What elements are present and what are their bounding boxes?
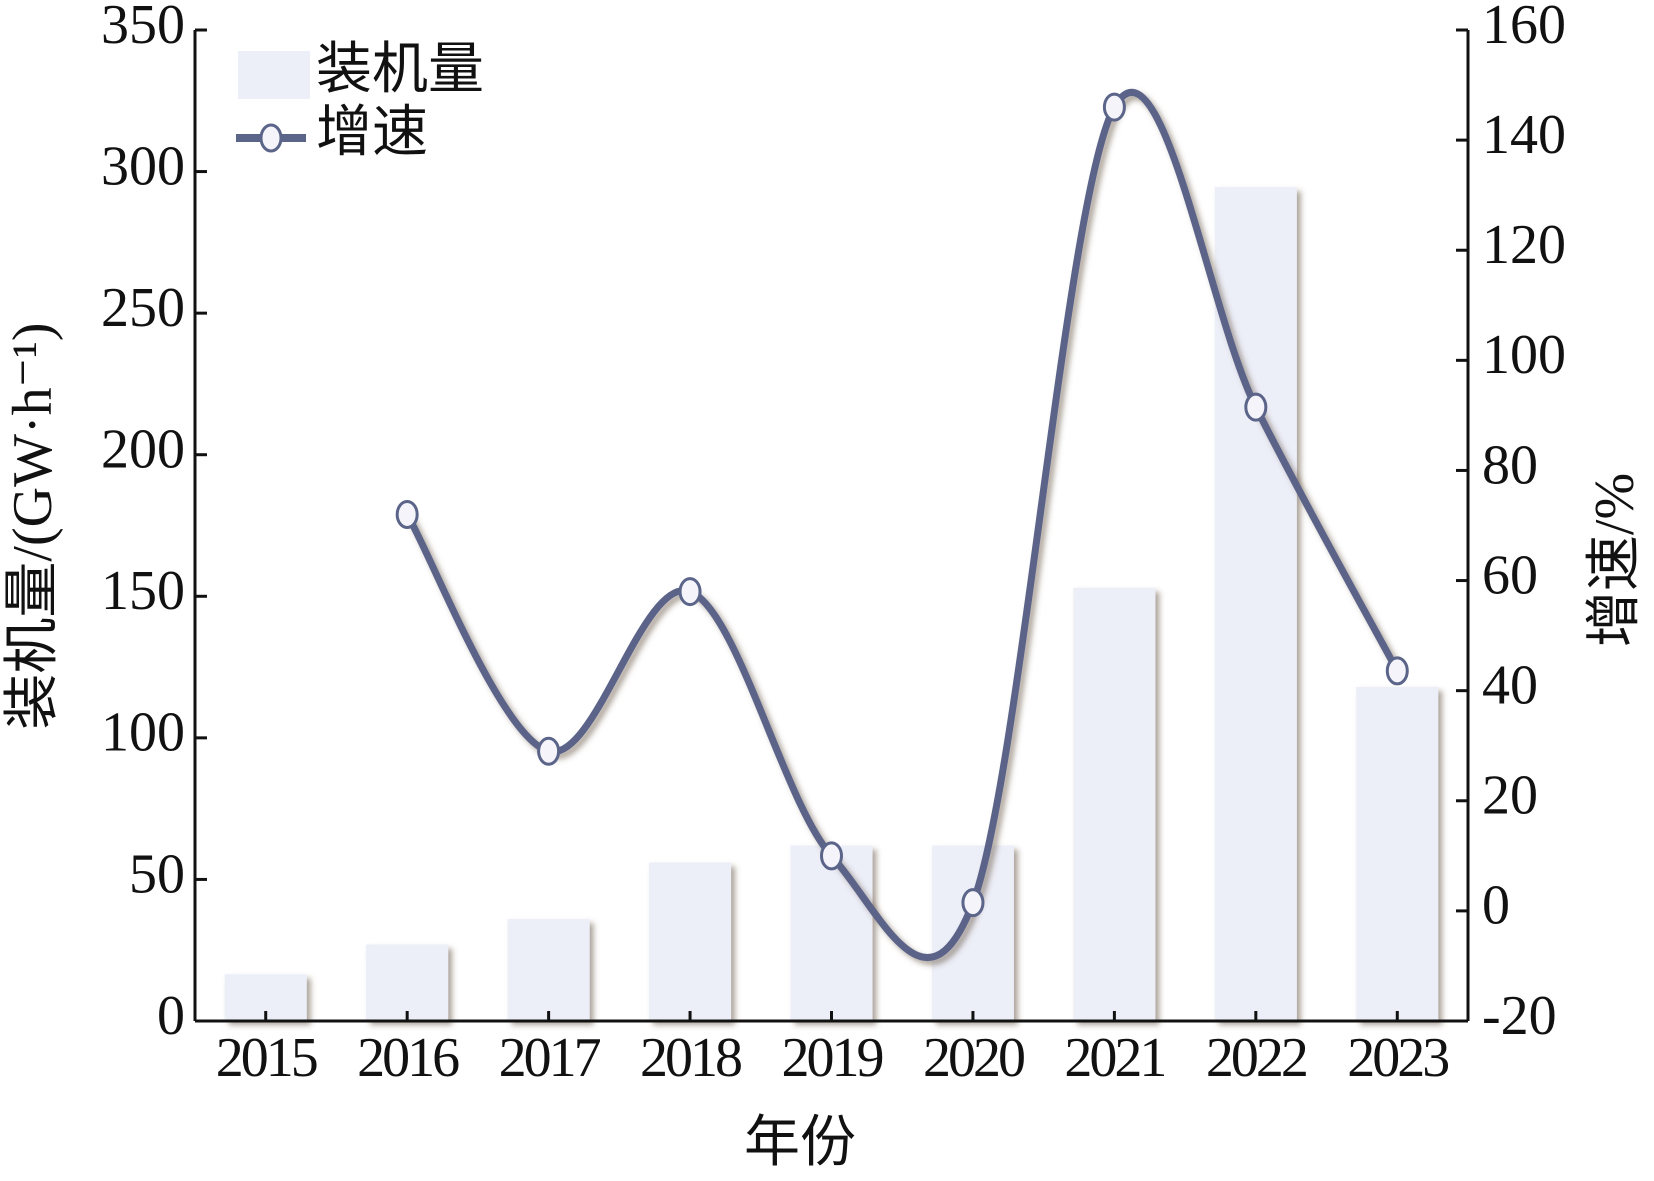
line (404, 89, 1401, 962)
bar (1356, 686, 1439, 1021)
y2-tick-label: 60 (1482, 544, 1538, 606)
y2-tick-label: 20 (1482, 765, 1538, 827)
y-tick-label: 150 (101, 560, 185, 622)
y-tick-label: 100 (101, 702, 185, 764)
bar (790, 845, 873, 1021)
y2-axis-label: 增速/% (1584, 473, 1646, 647)
y2-tick-label: 120 (1482, 214, 1566, 276)
legend-item: 装机量 (238, 39, 484, 101)
bar (1214, 187, 1297, 1021)
y2-tick-label: -20 (1482, 985, 1557, 1047)
line-marker (1102, 92, 1126, 122)
x-tick-label: 2018 (640, 1027, 741, 1089)
legend-marker (259, 123, 283, 153)
line-marker (537, 736, 561, 766)
legend-item: 增速 (236, 102, 428, 164)
line-marker (678, 577, 702, 607)
line-marker (1244, 392, 1268, 422)
y2-tick-label: 100 (1482, 324, 1566, 386)
legend-swatch (238, 51, 310, 99)
x-tick-label: 2023 (1347, 1027, 1448, 1089)
bar (649, 862, 732, 1021)
y-tick-label: 200 (101, 419, 185, 481)
y-axis-label: 装机量/(GW·h⁻¹) (2, 322, 64, 729)
bar (507, 919, 590, 1021)
x-tick-label: 2016 (357, 1027, 459, 1089)
y-tick-label: 250 (101, 277, 185, 339)
y-tick-label: 0 (157, 985, 185, 1047)
y2-tick-label: 140 (1482, 104, 1566, 166)
bar (931, 845, 1014, 1021)
x-tick-label: 2022 (1206, 1027, 1306, 1089)
x-tick-label: 2015 (216, 1027, 317, 1089)
x-axis-label: 年份 (744, 1112, 856, 1174)
y2-tick-label: 0 (1482, 875, 1510, 937)
legend-label: 增速 (316, 102, 428, 164)
x-tick-label: 2019 (782, 1027, 883, 1089)
y2-tick-label: 160 (1482, 0, 1566, 56)
y-tick-label: 50 (129, 843, 185, 905)
line-marker (820, 841, 843, 871)
bar (366, 944, 449, 1021)
y-tick-label: 350 (101, 0, 185, 56)
y2-tick-label: 40 (1482, 655, 1538, 717)
line-marker (1385, 656, 1409, 686)
legend-label: 装机量 (316, 39, 484, 101)
x-tick-label: 2017 (499, 1027, 601, 1089)
bar (1073, 587, 1156, 1021)
x-tick-label: 2020 (923, 1027, 1024, 1089)
y2-tick-label: 80 (1482, 434, 1538, 496)
line-marker (395, 499, 419, 529)
line-marker (961, 888, 985, 918)
y-tick-label: 300 (101, 135, 185, 197)
x-tick-label: 2021 (1064, 1027, 1164, 1089)
